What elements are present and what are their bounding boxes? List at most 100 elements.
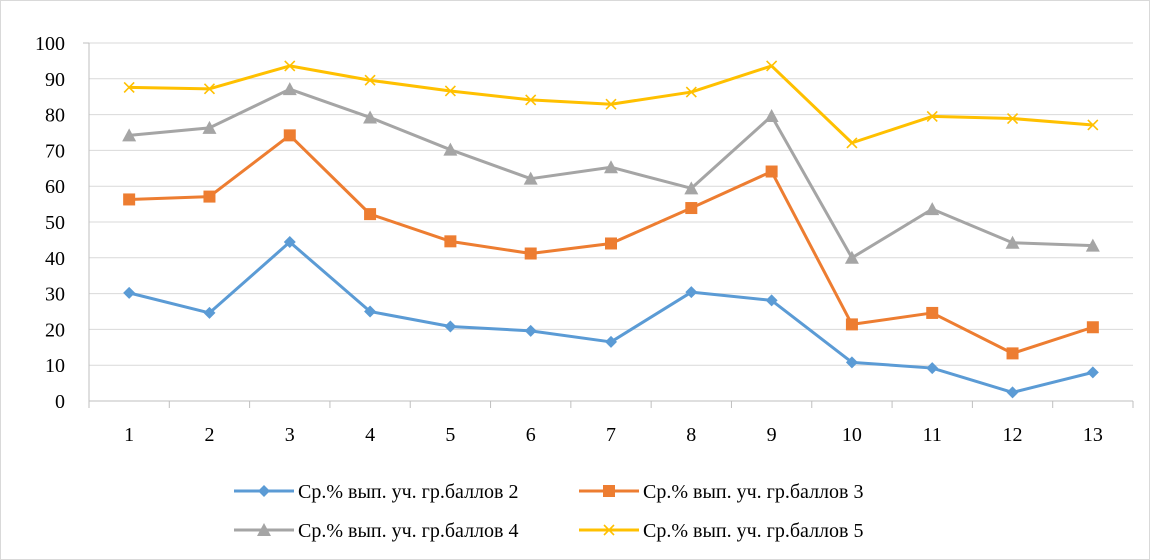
data-point (926, 306, 939, 319)
data-point (1006, 386, 1019, 399)
x-tick-label: 2 (204, 424, 214, 446)
data-point (444, 235, 457, 248)
marker-stroke (603, 524, 615, 536)
data-point (122, 128, 137, 142)
data-point (685, 202, 698, 215)
series-lines (122, 60, 1100, 399)
data-point (1006, 112, 1019, 125)
legend-item-4: Ср.% вып. уч. гр.баллов 5 (579, 520, 863, 542)
gridlines (89, 42, 1133, 366)
x-tick-label: 11 (923, 424, 942, 446)
data-point (685, 286, 698, 299)
y-tick-label: 10 (45, 355, 65, 377)
marker-stroke (685, 86, 697, 98)
marker-stroke (203, 83, 216, 95)
x-tick-label: 1 (124, 424, 134, 446)
marker-stroke (364, 74, 376, 86)
marker-stroke (123, 81, 135, 93)
data-point (443, 142, 458, 156)
legend-item-1: Ср.% вып. уч. гр.баллов 2 (234, 481, 518, 503)
data-point (1086, 366, 1099, 379)
data-point (203, 83, 216, 95)
data-point (846, 137, 858, 149)
data-point (925, 202, 940, 216)
legend: Ср.% вып. уч. гр.баллов 2 Ср.% вып. уч. г… (234, 481, 863, 542)
x-tick-label: 10 (842, 424, 862, 446)
data-point (283, 236, 296, 249)
series-4 (123, 60, 1099, 149)
x-tick-label: 4 (365, 424, 375, 446)
series-1 (123, 236, 1099, 399)
marker-stroke (284, 60, 296, 72)
data-point (203, 306, 216, 319)
legend-marker (603, 485, 615, 497)
marker-stroke (605, 98, 617, 110)
legend-item-3: Ср.% вып. уч. гр.баллов 4 (234, 520, 518, 542)
data-point (284, 60, 296, 72)
legend-marker (257, 523, 271, 536)
data-point (525, 94, 537, 106)
data-point (926, 362, 939, 375)
legend-label: Ср.% вып. уч. гр.баллов 4 (298, 520, 518, 542)
x-tick-label: 5 (445, 424, 455, 446)
data-point (364, 305, 377, 318)
y-tick-label: 40 (45, 248, 65, 270)
data-point (605, 98, 617, 110)
data-point (123, 286, 136, 299)
x-tick-label: 13 (1083, 424, 1103, 446)
marker-stroke (926, 110, 938, 122)
data-point (764, 109, 779, 123)
y-tick-label: 80 (45, 105, 65, 127)
y-tick-label: 100 (35, 33, 65, 55)
data-point (1087, 119, 1099, 131)
data-point (444, 320, 457, 333)
data-point (684, 181, 699, 195)
data-point (123, 81, 135, 93)
data-point (283, 129, 296, 142)
y-tick-label: 20 (45, 319, 65, 341)
data-point (444, 85, 456, 97)
y-tick-label: 60 (45, 176, 65, 198)
data-point (123, 193, 136, 206)
data-point (1086, 321, 1099, 334)
legend-label: Ср.% вып. уч. гр.баллов 3 (643, 481, 863, 503)
series-line (128, 240, 1094, 394)
x-tick-label: 12 (1003, 424, 1023, 446)
x-tick-label: 8 (686, 424, 696, 446)
series-3 (122, 82, 1100, 264)
data-point (845, 356, 858, 369)
data-point (524, 247, 537, 260)
data-point (1005, 235, 1020, 249)
series-2 (123, 129, 1099, 360)
data-point (524, 324, 537, 337)
legend-label: Ср.% вып. уч. гр.баллов 2 (298, 481, 518, 503)
data-point (766, 60, 778, 72)
data-point (844, 250, 859, 264)
data-point (203, 190, 216, 203)
data-point (604, 160, 618, 174)
marker-stroke (766, 60, 778, 72)
data-point (282, 82, 297, 96)
data-point (605, 335, 617, 348)
data-point (605, 237, 617, 250)
marker-stroke (846, 137, 858, 149)
marker-stroke (1087, 119, 1099, 131)
data-point (523, 171, 538, 185)
legend-marker (603, 524, 615, 536)
data-point (685, 86, 697, 98)
y-tick-label: 70 (45, 140, 65, 162)
marker-stroke (1006, 112, 1019, 125)
y-tick-label: 90 (45, 69, 65, 91)
data-point (202, 120, 217, 134)
y-tick-label: 50 (45, 212, 65, 234)
data-point (845, 318, 858, 331)
data-point (364, 74, 376, 86)
data-point (1006, 347, 1019, 360)
x-tick-label: 9 (767, 424, 777, 446)
data-point (765, 165, 778, 178)
x-tick-label: 6 (526, 424, 536, 446)
legend-item-2: Ср.% вып. уч. гр.баллов 3 (579, 481, 863, 503)
data-point (926, 110, 938, 122)
marker-stroke (525, 94, 537, 106)
